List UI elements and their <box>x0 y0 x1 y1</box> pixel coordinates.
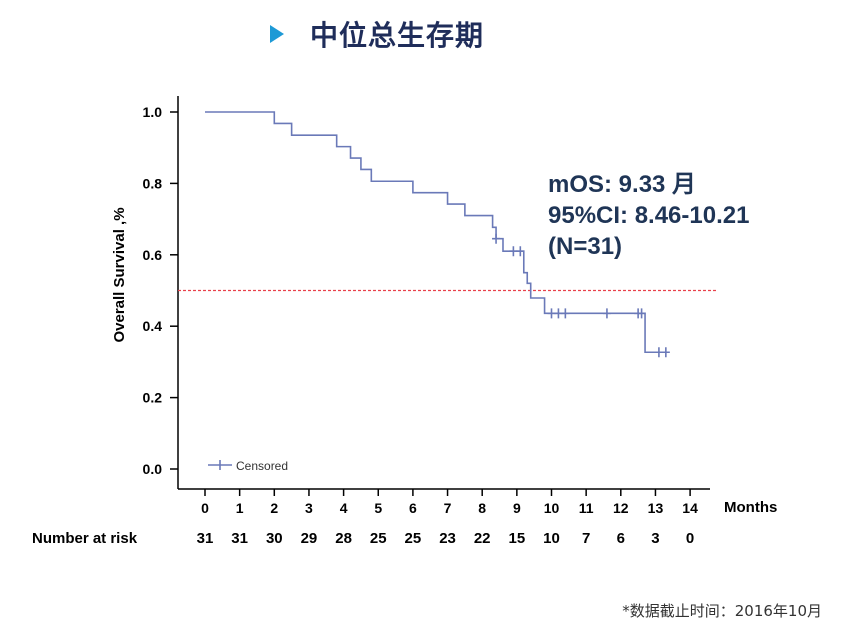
y-tick-label: 0.4 <box>143 318 163 334</box>
legend-label: Censored <box>236 459 288 473</box>
risk-table-value: 25 <box>370 530 387 547</box>
censored-mark <box>561 308 570 319</box>
x-tick-label: 11 <box>579 500 594 516</box>
x-tick-label: 9 <box>513 500 521 516</box>
censored-mark <box>602 308 611 319</box>
stat-n: (N=31) <box>548 233 622 260</box>
arrow-bullet-icon <box>270 25 284 43</box>
x-tick-label: 4 <box>340 500 348 516</box>
axes: 0.00.20.40.60.81.00 1 2 3 4 5 6 7 8 9 10 11 12 13 1431… <box>143 96 710 547</box>
risk-table-value: 0 <box>686 530 694 547</box>
y-tick-label: 0.8 <box>143 175 163 191</box>
km-chart: 0.00.20.40.60.81.00 1 2 3 4 5 6 7 8 9 10 11 12 13 1431… <box>32 96 777 547</box>
x-tick-label: 6 <box>409 500 417 516</box>
y-tick-label: 1.0 <box>143 104 163 120</box>
stat-ci: 95%CI: 8.46-10.21 <box>548 202 749 229</box>
risk-table-value: 28 <box>335 530 352 547</box>
x-tick-label: 7 <box>444 500 452 516</box>
censored-mark <box>547 308 556 319</box>
x-tick-label: 1 <box>236 500 244 516</box>
risk-table-value: 10 <box>543 530 560 547</box>
censored-mark <box>509 246 518 257</box>
censored-mark <box>637 308 646 319</box>
survival-curve <box>205 111 670 354</box>
legend-censored-icon <box>208 460 232 470</box>
x-tick-label: 14 <box>682 500 698 516</box>
censored-mark <box>492 233 501 244</box>
y-axis-label: Overall Survival ,% <box>111 207 128 342</box>
stat-mos: mOS: 9.33 月 <box>548 171 696 198</box>
risk-table-value: 29 <box>301 530 318 547</box>
risk-table-value: 25 <box>405 530 422 547</box>
chart-marks <box>178 111 716 470</box>
risk-table-value: 31 <box>197 530 214 547</box>
risk-table-value: 23 <box>439 530 456 547</box>
x-tick-label: 8 <box>478 500 486 516</box>
risk-table-value: 6 <box>617 530 625 547</box>
risk-table-value: 30 <box>266 530 283 547</box>
x-tick-label: 2 <box>270 500 278 516</box>
x-axis-label: Months <box>724 499 777 516</box>
x-tick-label: 13 <box>648 500 664 516</box>
x-tick-label: 0 <box>201 500 209 516</box>
censored-mark <box>661 347 670 358</box>
data-cutoff-note: *数据截止时间：2016年10月 <box>622 602 822 620</box>
page-title: 中位总生存期 <box>270 14 484 54</box>
risk-table-value: 31 <box>231 530 248 547</box>
x-tick-label: 10 <box>544 500 560 516</box>
censored-mark <box>516 246 525 257</box>
risk-table-value: 3 <box>651 530 659 547</box>
x-tick-label: 5 <box>374 500 382 516</box>
risk-table-value: 15 <box>509 530 526 547</box>
censored-mark <box>654 347 663 358</box>
risk-table-value: 7 <box>582 530 590 547</box>
y-tick-label: 0.0 <box>143 461 163 477</box>
risk-table-label: Number at risk <box>32 530 138 547</box>
y-tick-label: 0.6 <box>143 247 163 263</box>
x-tick-label: 3 <box>305 500 313 516</box>
censored-mark <box>554 308 563 319</box>
risk-table-value: 22 <box>474 530 491 547</box>
y-tick-label: 0.2 <box>143 390 163 406</box>
x-tick-label: 12 <box>613 500 629 516</box>
page-title-text: 中位总生存期 <box>310 19 485 52</box>
